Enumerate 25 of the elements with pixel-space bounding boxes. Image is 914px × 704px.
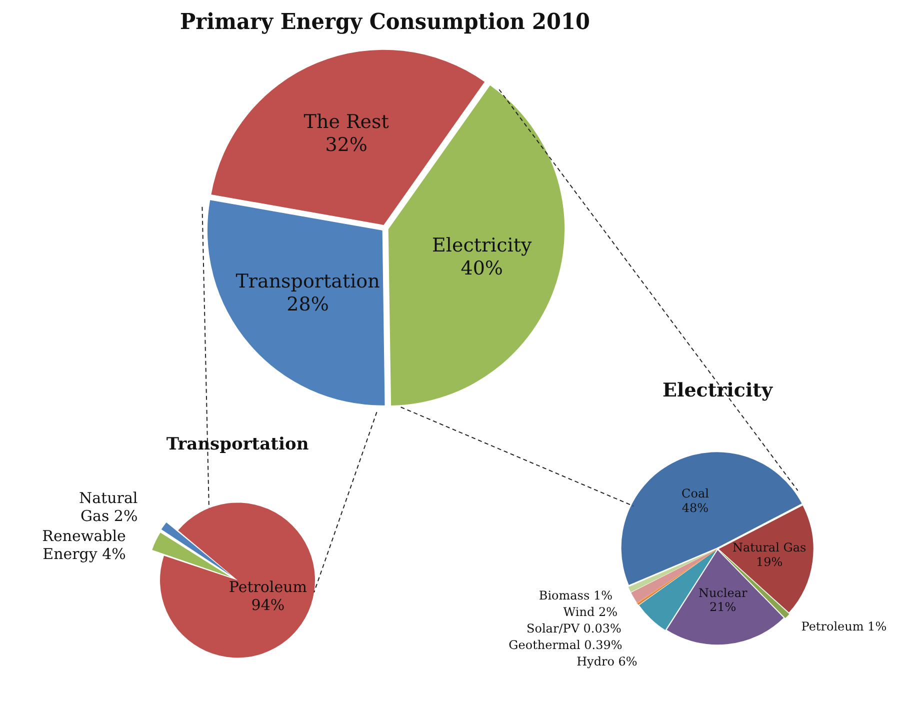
data-label: 40% — [460, 258, 503, 280]
slice-label: Transportation — [236, 270, 380, 292]
data-label: 28% — [286, 293, 329, 316]
slice-label: Wind 2% — [563, 605, 618, 620]
slice-label: Biomass 1% — [538, 588, 612, 603]
slice-label: Renewable Energy 4% — [42, 526, 126, 563]
slice-label: Nuclear — [698, 586, 748, 600]
slice-label: The Rest — [304, 110, 390, 133]
data-label: 21% — [710, 600, 736, 614]
slice-label: Electricity — [432, 234, 532, 257]
data-label: 48% — [682, 500, 709, 515]
slice-label: Coal — [682, 486, 710, 501]
slice-label: Natural Gas — [732, 540, 806, 554]
slice-label: Natural Gas 2% — [79, 488, 138, 525]
data-label: 32% — [325, 134, 368, 156]
slice-label: Petroleum — [228, 578, 307, 596]
slice-label: Solar/PV 0.03% — [526, 621, 622, 636]
data-label: 94% — [251, 596, 285, 614]
slice-label: Hydro 6% — [576, 654, 638, 668]
data-label: 19% — [756, 554, 783, 569]
chart-title: Transportation — [166, 434, 309, 455]
slice-label: Geothermal 0.39% — [508, 638, 622, 652]
slice-label: Petroleum 1% — [801, 620, 887, 634]
chart-title: Electricity — [662, 379, 774, 402]
chart-title: Primary Energy Consumption 2010 — [180, 9, 590, 36]
